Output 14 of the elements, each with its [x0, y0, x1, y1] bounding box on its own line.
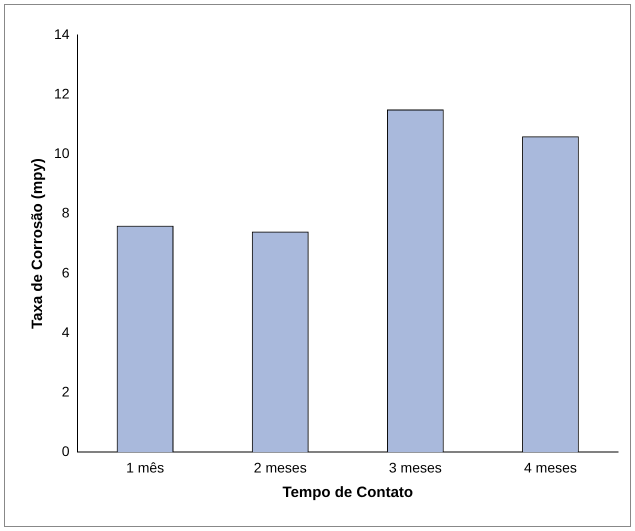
y-tick-label: 8	[62, 204, 70, 221]
x-tick-label: 1 mês	[126, 459, 164, 476]
x-axis-title: Tempo de Contato	[282, 484, 414, 502]
y-tick-label: 14	[54, 26, 70, 42]
y-tick-label: 0	[62, 443, 70, 460]
y-tick-label: 6	[62, 264, 70, 280]
y-axis-title: Taxa de Corrosão (mpy)	[29, 158, 46, 329]
y-tick-label: 2	[62, 383, 70, 400]
y-tick-label: 10	[54, 145, 70, 162]
y-tick-label: 12	[54, 85, 70, 102]
x-tick-label: 3 meses	[388, 459, 442, 476]
x-tick-label: 4 meses	[524, 459, 577, 476]
y-tick-label: 4	[62, 324, 70, 340]
x-tick-label: 2 meses	[254, 459, 307, 476]
